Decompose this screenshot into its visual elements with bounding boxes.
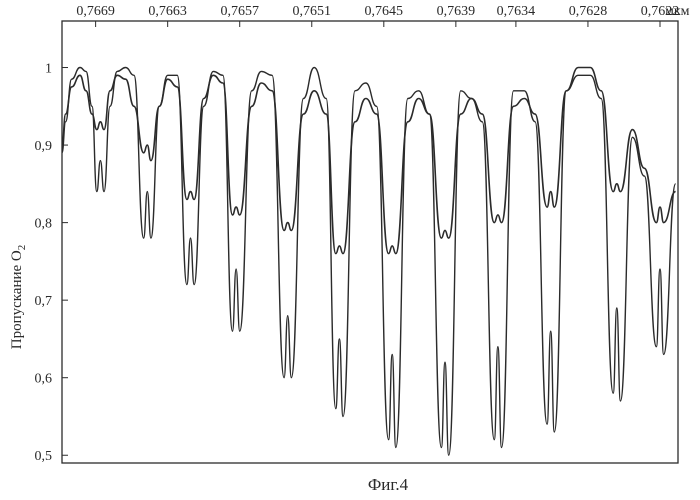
svg-text:Пропускание O2: Пропускание O2 <box>9 245 28 350</box>
y-axis-title: Пропускание O2 <box>9 245 28 350</box>
top-tick-label: 0,7634 <box>497 4 536 19</box>
x-unit-label: мкм <box>665 4 690 19</box>
y-tick-label: 0,6 <box>35 372 53 387</box>
series-line-2 <box>62 68 676 254</box>
figure-caption: Фиг.4 <box>368 475 409 494</box>
y-axis-ticks: 1 0,9 0,8 0,7 0,6 0,5 <box>35 62 69 465</box>
top-tick-label: 0,7639 <box>437 4 476 19</box>
series-group <box>62 68 676 456</box>
y-tick-label: 0,8 <box>35 217 53 232</box>
top-tick-label: 0,7669 <box>76 4 115 19</box>
top-axis-ticks: 0,7669 0,7663 0,7657 0,7651 0,7645 0,7639 0,76… <box>76 4 700 27</box>
top-tick-label: 0,7663 <box>148 4 187 19</box>
y-axis-title-subscript: 2 <box>16 245 28 251</box>
plot-frame <box>62 21 678 463</box>
top-tick-label: 0,7657 <box>220 4 259 19</box>
y-axis-title-main: Пропускание O <box>9 250 25 349</box>
top-tick-label: 0,7645 <box>365 4 404 19</box>
y-tick-label: 0,5 <box>35 449 53 464</box>
top-tick-label: 0,7628 <box>569 4 608 19</box>
y-tick-label: 0,9 <box>35 139 53 154</box>
top-tick-label: 0,7651 <box>293 4 332 19</box>
series-line-1 <box>62 68 676 456</box>
y-tick-label: 1 <box>45 62 52 77</box>
y-tick-label: 0,7 <box>35 294 53 309</box>
